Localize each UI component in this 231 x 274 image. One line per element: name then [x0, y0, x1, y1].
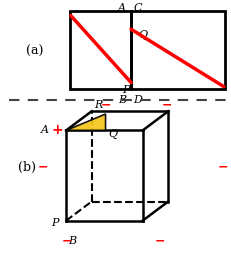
Text: (a): (a)	[26, 45, 43, 58]
Text: P: P	[52, 218, 59, 228]
Text: D: D	[133, 95, 142, 105]
Text: −: −	[37, 161, 48, 174]
Polygon shape	[66, 114, 105, 130]
Text: R: R	[94, 100, 102, 110]
Text: −: −	[100, 99, 110, 112]
Text: −: −	[161, 99, 172, 112]
Text: P: P	[122, 85, 129, 95]
Text: A: A	[117, 3, 125, 13]
Text: B: B	[67, 236, 76, 246]
Text: A: A	[41, 125, 49, 135]
Text: −: −	[216, 161, 227, 174]
Text: Q: Q	[108, 129, 117, 139]
Text: B: B	[117, 95, 125, 105]
Text: +: +	[51, 122, 62, 137]
Text: C: C	[133, 3, 142, 13]
Text: −: −	[62, 235, 72, 248]
Text: (b): (b)	[18, 161, 36, 174]
Text: Q: Q	[138, 30, 147, 40]
Text: −: −	[154, 235, 165, 248]
